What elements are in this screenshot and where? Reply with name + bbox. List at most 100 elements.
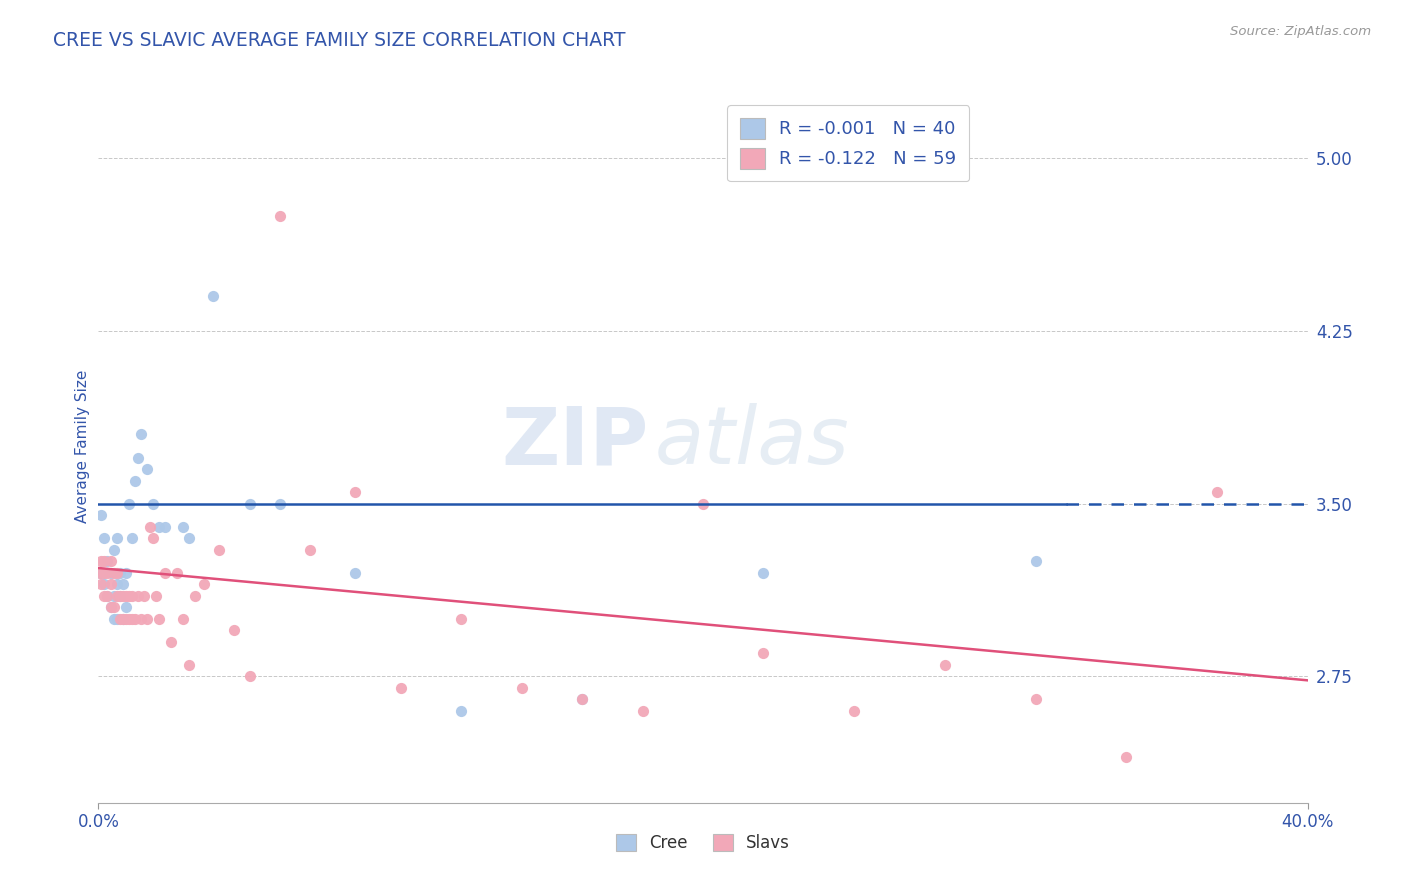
Point xyxy=(752,646,775,660)
Point xyxy=(108,589,131,603)
Point xyxy=(208,542,231,557)
Point xyxy=(148,519,170,533)
Point xyxy=(224,623,246,637)
Point xyxy=(124,474,146,488)
Point xyxy=(202,289,225,303)
Point xyxy=(1206,485,1229,500)
Point xyxy=(132,589,155,603)
Point xyxy=(1024,692,1046,706)
Point xyxy=(90,577,112,591)
Point xyxy=(111,612,134,626)
Point xyxy=(121,612,143,626)
Point xyxy=(142,531,165,545)
Point xyxy=(105,566,128,580)
Point xyxy=(1115,749,1137,764)
Point xyxy=(121,531,143,545)
Point xyxy=(103,542,125,557)
Point xyxy=(103,600,125,615)
Point xyxy=(114,589,136,603)
Point xyxy=(135,612,157,626)
Point xyxy=(118,589,141,603)
Point xyxy=(179,531,201,545)
Point xyxy=(108,566,131,580)
Legend: Cree, Slavs: Cree, Slavs xyxy=(609,827,797,859)
Point xyxy=(139,519,162,533)
Text: ZIP: ZIP xyxy=(502,403,648,482)
Point xyxy=(135,462,157,476)
Point xyxy=(118,612,141,626)
Text: CREE VS SLAVIC AVERAGE FAMILY SIZE CORRELATION CHART: CREE VS SLAVIC AVERAGE FAMILY SIZE CORRE… xyxy=(53,31,626,50)
Point xyxy=(100,566,122,580)
Point xyxy=(571,692,593,706)
Point xyxy=(389,681,412,695)
Point xyxy=(239,669,262,683)
Point xyxy=(172,612,194,626)
Point xyxy=(571,692,593,706)
Point xyxy=(269,497,291,511)
Point xyxy=(269,209,291,223)
Point xyxy=(124,612,146,626)
Point xyxy=(344,485,367,500)
Point xyxy=(96,566,118,580)
Point xyxy=(172,519,194,533)
Point xyxy=(103,612,125,626)
Point xyxy=(148,612,170,626)
Point xyxy=(160,634,183,648)
Point xyxy=(91,566,114,580)
Point xyxy=(100,600,122,615)
Point xyxy=(100,554,122,568)
Point xyxy=(111,577,134,591)
Point xyxy=(145,589,167,603)
Point xyxy=(299,542,322,557)
Point xyxy=(93,566,115,580)
Point xyxy=(103,566,125,580)
Point xyxy=(127,450,149,465)
Point xyxy=(153,519,176,533)
Point xyxy=(1024,554,1046,568)
Point xyxy=(118,497,141,511)
Point xyxy=(100,600,122,615)
Y-axis label: Average Family Size: Average Family Size xyxy=(75,369,90,523)
Point xyxy=(111,589,134,603)
Point xyxy=(100,577,122,591)
Point xyxy=(934,657,956,672)
Point xyxy=(179,657,201,672)
Point xyxy=(93,531,115,545)
Point xyxy=(105,612,128,626)
Point xyxy=(193,577,215,591)
Point xyxy=(93,589,115,603)
Point xyxy=(450,704,472,718)
Point xyxy=(105,577,128,591)
Point xyxy=(111,612,134,626)
Point xyxy=(108,612,131,626)
Point xyxy=(127,589,149,603)
Point xyxy=(844,704,866,718)
Point xyxy=(142,497,165,511)
Point xyxy=(96,589,118,603)
Point xyxy=(105,531,128,545)
Point xyxy=(89,566,111,580)
Point xyxy=(114,612,136,626)
Point xyxy=(692,497,714,511)
Point xyxy=(89,566,111,580)
Point xyxy=(752,566,775,580)
Text: atlas: atlas xyxy=(655,403,849,482)
Point xyxy=(108,589,131,603)
Point xyxy=(121,589,143,603)
Point xyxy=(153,566,176,580)
Point xyxy=(105,589,128,603)
Point xyxy=(129,427,152,442)
Point xyxy=(344,566,367,580)
Point xyxy=(103,589,125,603)
Point xyxy=(184,589,207,603)
Point xyxy=(114,600,136,615)
Point xyxy=(90,554,112,568)
Point xyxy=(450,612,472,626)
Point xyxy=(166,566,188,580)
Point xyxy=(114,566,136,580)
Point xyxy=(129,612,152,626)
Point xyxy=(631,704,654,718)
Point xyxy=(90,508,112,522)
Text: Source: ZipAtlas.com: Source: ZipAtlas.com xyxy=(1230,25,1371,38)
Point xyxy=(93,577,115,591)
